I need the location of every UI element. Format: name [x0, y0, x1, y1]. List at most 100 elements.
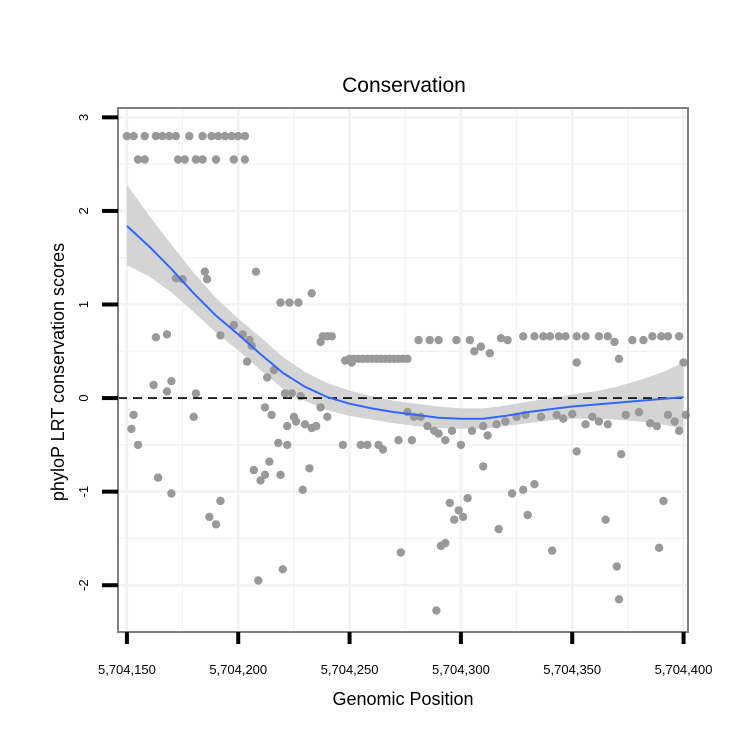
data-point — [300, 420, 310, 429]
data-point — [425, 335, 434, 345]
x-tick-label: 5,704,350 — [543, 662, 601, 677]
data-point — [140, 155, 149, 164]
data-point — [403, 354, 412, 363]
data-point — [559, 414, 568, 423]
data-point — [434, 429, 443, 438]
data-point — [133, 440, 143, 450]
data-point — [283, 440, 292, 450]
data-point — [251, 267, 261, 276]
data-point — [167, 377, 176, 386]
data-point — [283, 421, 292, 431]
data-point — [476, 342, 486, 351]
data-point — [234, 131, 243, 141]
data-point — [133, 155, 143, 164]
x-tick-label: 5,704,400 — [655, 662, 713, 677]
data-point — [545, 332, 555, 341]
data-point — [447, 426, 457, 435]
data-point — [263, 373, 272, 382]
data-point — [548, 546, 557, 555]
data-point — [291, 417, 301, 426]
data-point — [530, 480, 539, 489]
data-point — [312, 421, 321, 431]
data-point — [267, 410, 276, 420]
data-point — [519, 485, 528, 494]
chart-title: Conservation — [342, 74, 466, 97]
data-point — [483, 431, 492, 440]
data-point — [581, 420, 590, 429]
data-point — [503, 335, 512, 345]
grid — [118, 108, 688, 632]
data-point — [617, 450, 626, 459]
data-point — [229, 155, 238, 164]
data-point — [189, 412, 198, 421]
smooth-trend-line — [126, 225, 684, 420]
data-point — [572, 358, 581, 367]
data-point — [140, 131, 149, 141]
data-point — [327, 332, 336, 341]
data-point — [180, 155, 189, 164]
data-point — [249, 465, 258, 475]
data-point — [663, 332, 673, 341]
data-point — [530, 332, 539, 341]
data-point — [594, 332, 604, 341]
data-points — [122, 131, 690, 615]
data-point — [465, 335, 474, 345]
data-point — [432, 606, 441, 615]
panel-border — [117, 107, 689, 633]
y-tick-label: 0 — [76, 394, 91, 401]
data-point — [307, 289, 316, 298]
data-point — [229, 320, 238, 330]
data-point — [628, 335, 637, 345]
data-point — [652, 421, 661, 431]
data-point — [407, 436, 417, 445]
data-point — [278, 565, 287, 574]
data-point — [657, 332, 666, 341]
data-point — [639, 335, 648, 345]
data-point — [162, 387, 172, 396]
data-point — [274, 438, 283, 448]
data-point — [265, 457, 274, 466]
data-point — [151, 333, 161, 342]
data-point — [554, 332, 564, 341]
data-point — [378, 445, 388, 454]
data-point — [601, 515, 610, 524]
data-point — [260, 403, 270, 412]
data-point — [165, 131, 174, 141]
data-point — [614, 354, 624, 363]
data-point — [501, 417, 510, 426]
data-point — [127, 424, 136, 434]
data-point — [572, 332, 581, 341]
data-point — [463, 494, 472, 503]
data-point — [441, 436, 450, 445]
data-point — [467, 426, 477, 435]
data-point — [458, 512, 468, 522]
data-point — [561, 332, 570, 341]
data-point — [162, 330, 172, 339]
data-point — [674, 426, 684, 435]
data-point — [450, 515, 459, 524]
data-point — [356, 440, 365, 450]
data-point — [674, 332, 684, 341]
data-point — [216, 331, 225, 340]
data-point — [519, 332, 528, 341]
data-point — [316, 403, 325, 412]
data-point — [214, 131, 223, 141]
data-point — [594, 417, 604, 426]
data-point — [129, 410, 138, 420]
data-point — [220, 131, 230, 141]
data-point — [198, 155, 207, 164]
data-point — [173, 155, 183, 164]
data-point — [572, 447, 581, 456]
data-point — [603, 420, 612, 429]
data-point — [536, 412, 546, 421]
data-point — [167, 489, 176, 498]
data-point — [202, 275, 212, 284]
data-point — [305, 464, 314, 473]
data-point — [254, 576, 263, 585]
data-point — [523, 510, 532, 520]
data-point — [423, 421, 432, 431]
data-point — [200, 267, 209, 276]
data-point — [149, 380, 158, 390]
data-point — [552, 410, 561, 420]
data-point — [207, 131, 216, 141]
